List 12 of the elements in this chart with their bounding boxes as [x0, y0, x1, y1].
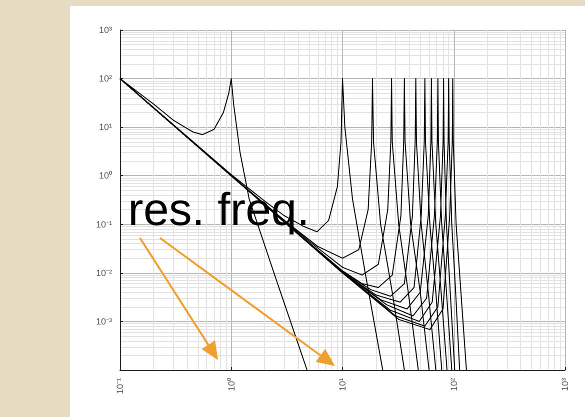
y-tick-label: 10⁻¹ [96, 219, 112, 230]
x-tick-label: 10² [448, 378, 459, 392]
y-tick-label: 10⁻³ [96, 316, 112, 326]
y-tick-label: 10⁻² [96, 268, 112, 278]
x-tick-label: 10³ [560, 378, 570, 392]
x-tick-label: 10¹ [338, 378, 348, 392]
y-tick-label: 10¹ [98, 122, 112, 132]
x-tick-label: 10⁻¹ [115, 378, 125, 394]
y-tick-label: 10² [98, 74, 112, 84]
y-tick-label: 10³ [98, 25, 112, 35]
y-tick-label: 10⁰ [98, 170, 112, 181]
x-tick-label: 10⁰ [226, 378, 236, 392]
